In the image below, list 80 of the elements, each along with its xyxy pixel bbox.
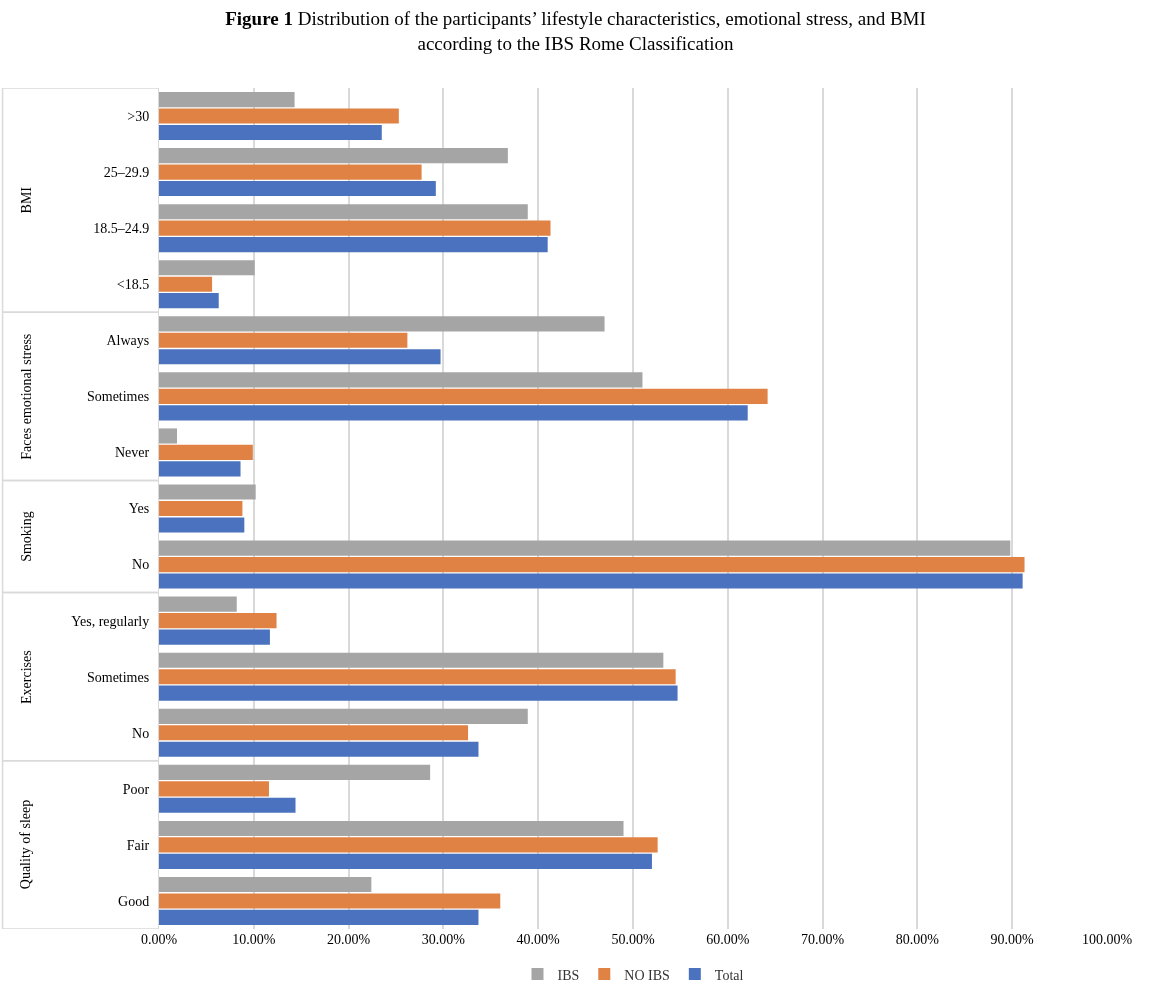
legend-label: NO IBS [624, 967, 670, 983]
y-tick-label: Never [115, 445, 150, 461]
bar [159, 517, 245, 533]
x-tick-label: 70.00% [801, 932, 845, 947]
text: Faces emotional stress [18, 333, 34, 460]
bar [159, 124, 382, 141]
y-tick-label: Sometimes [86, 669, 150, 685]
y-tick-label: Yes [128, 501, 150, 517]
y-tick-label: 25–29.9 [103, 165, 150, 180]
bar [159, 613, 277, 629]
bar [159, 204, 528, 220]
y-tick-label: >30 [127, 108, 150, 124]
bar [159, 484, 256, 500]
bar [159, 573, 1023, 589]
bar [159, 708, 528, 724]
x-tick-label: 100.00% [1081, 932, 1133, 947]
y-tick-label: No [132, 725, 150, 741]
bar [159, 372, 643, 388]
x-tick-label: 0.00% [140, 932, 178, 947]
y-tick-label: Always [106, 333, 150, 349]
text: Smoking [18, 511, 34, 562]
bar [159, 164, 422, 180]
y-tick-label: Poor [122, 781, 150, 797]
legend-label: IBS [557, 967, 580, 983]
legend-label: Total [714, 967, 744, 983]
bar [159, 652, 664, 668]
y-tick-label: Yes, regularly [71, 613, 150, 629]
bar [159, 92, 295, 108]
bar [159, 332, 408, 348]
chart-title: Figure 1 Distribution of the participants’ lifestyle characteristics, emotional stress, and BMI according to the IBS Rome Classification [225, 8, 926, 54]
y-tick-label: <18.5 [116, 277, 150, 293]
x-tick-label: 20.00% [327, 932, 371, 947]
bar [159, 629, 270, 645]
x-tick-label: 10.00% [232, 932, 276, 947]
x-tick-label: 90.00% [990, 932, 1035, 947]
bar [159, 797, 296, 813]
y-tick-label: Good [118, 893, 150, 909]
y-tick-label: No [132, 557, 150, 573]
y-tick-label: Fair [126, 837, 150, 853]
bar [159, 237, 548, 253]
bar [159, 316, 605, 332]
bar [159, 108, 399, 124]
x-tick-label: 80.00% [895, 932, 940, 947]
x-tick-label: 40.00% [516, 932, 561, 947]
bar [159, 820, 624, 837]
bar [159, 781, 269, 797]
bar [159, 669, 676, 685]
y-tick-label: 18.5–24.9 [93, 221, 150, 237]
bar [159, 428, 178, 444]
bar [159, 725, 469, 741]
bar [159, 685, 678, 701]
text: Quality of sleep [18, 799, 34, 890]
bar [159, 909, 479, 925]
bar [159, 876, 372, 893]
bar [159, 461, 241, 477]
bar [159, 405, 748, 421]
bar [159, 260, 255, 276]
bar [159, 837, 658, 853]
bar [159, 444, 253, 460]
bar [159, 764, 431, 780]
bar [159, 500, 243, 517]
bar [159, 893, 501, 909]
bar [159, 557, 1025, 573]
x-tick-label: 60.00% [706, 932, 750, 947]
bar [159, 540, 1011, 556]
bar [159, 180, 436, 197]
text: BMI [19, 186, 35, 214]
bar [159, 388, 768, 404]
bar [159, 853, 652, 869]
bar [159, 148, 508, 164]
y-tick-label: Sometimes [86, 389, 150, 405]
text: Exercises [18, 650, 34, 704]
bar [159, 276, 213, 292]
bar [159, 741, 479, 757]
bar [159, 220, 551, 236]
bar [159, 293, 219, 309]
bar [159, 596, 237, 612]
bar [159, 349, 441, 365]
x-tick-label: 50.00% [611, 932, 655, 947]
x-tick-label: 30.00% [421, 932, 466, 947]
